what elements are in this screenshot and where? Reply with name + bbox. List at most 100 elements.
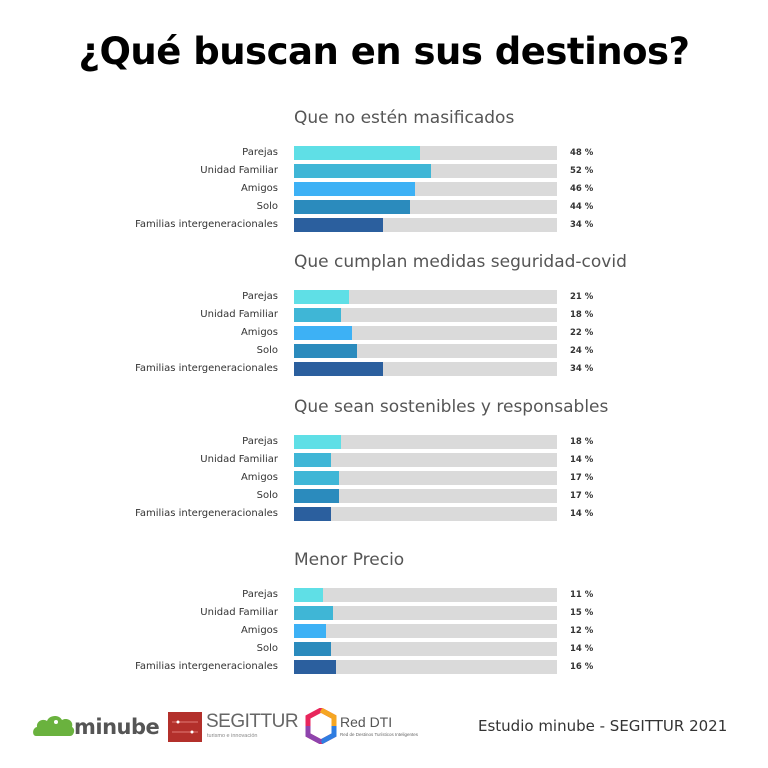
bar (294, 200, 410, 214)
category-label: Parejas (242, 147, 278, 158)
bar-row: Solo 24 % (0, 344, 768, 358)
category-label: Unidad Familiar (200, 607, 278, 618)
bar (294, 471, 339, 485)
bar-track (294, 326, 557, 340)
bar-track (294, 435, 557, 449)
value-label: 11 % (570, 590, 594, 600)
chart-title: Menor Precio (294, 550, 405, 570)
bar (294, 290, 350, 304)
bar (294, 308, 342, 322)
bar-row: Familias intergeneracionales 34 % (0, 218, 768, 232)
category-label: Familias intergeneracionales (135, 508, 278, 519)
bar-row: Amigos 17 % (0, 471, 768, 485)
bar-track (294, 200, 557, 214)
bar-track (294, 624, 557, 638)
segittur-emblem-icon (168, 712, 202, 742)
value-label: 14 % (570, 644, 594, 654)
value-label: 14 % (570, 455, 594, 465)
chart-title: Que sean sostenibles y responsables (294, 397, 609, 417)
category-label: Familias intergeneracionales (135, 661, 278, 672)
bar-track (294, 290, 557, 304)
chart-section: Menor Precio Parejas 11 % Unidad Familiar 15… (0, 550, 768, 680)
bar (294, 164, 431, 178)
category-label: Solo (256, 490, 278, 501)
bar-track (294, 660, 557, 674)
bar (294, 435, 342, 449)
reddti-hexagon-icon (305, 708, 337, 744)
value-label: 21 % (570, 292, 594, 302)
category-label: Unidad Familiar (200, 309, 278, 320)
value-label: 34 % (570, 364, 594, 374)
bar (294, 660, 337, 674)
bar-row: Parejas 18 % (0, 435, 768, 449)
bar-track (294, 344, 557, 358)
category-label: Familias intergeneracionales (135, 363, 278, 374)
chart-section: Que cumplan medidas seguridad-covid Parej… (0, 252, 768, 382)
value-label: 14 % (570, 509, 594, 519)
bar-track (294, 471, 557, 485)
bar-row: Unidad Familiar 14 % (0, 453, 768, 467)
value-label: 17 % (570, 473, 594, 483)
category-label: Solo (256, 201, 278, 212)
bar (294, 182, 415, 196)
bar-row: Solo 17 % (0, 489, 768, 503)
page-title: ¿Qué buscan en sus destinos? (78, 30, 690, 73)
value-label: 16 % (570, 662, 594, 672)
category-label: Amigos (240, 472, 278, 483)
footer: minube SEGITTUR turismo e innovación Red… (0, 700, 768, 755)
bar (294, 146, 421, 160)
bar-track (294, 642, 557, 656)
minube-wordmark: minube (74, 715, 160, 739)
category-label: Parejas (242, 589, 278, 600)
bar (294, 588, 323, 602)
category-label: Amigos (240, 327, 278, 338)
bar (294, 344, 358, 358)
value-label: 44 % (570, 202, 594, 212)
value-label: 46 % (570, 184, 594, 194)
minube-logo: minube (32, 710, 160, 744)
bar-row: Solo 14 % (0, 642, 768, 656)
bar-track (294, 308, 557, 322)
bar-row: Familias intergeneracionales 14 % (0, 507, 768, 521)
category-label: Familias intergeneracionales (135, 219, 278, 230)
bar (294, 624, 326, 638)
bar-track (294, 606, 557, 620)
value-label: 12 % (570, 626, 594, 636)
bar-row: Parejas 11 % (0, 588, 768, 602)
bar-track (294, 453, 557, 467)
bar (294, 507, 331, 521)
value-label: 52 % (570, 166, 594, 176)
bar-track (294, 182, 557, 196)
bar-row: Familias intergeneracionales 34 % (0, 362, 768, 376)
bar (294, 453, 331, 467)
chart-title: Que cumplan medidas seguridad-covid (294, 252, 627, 272)
bar (294, 218, 384, 232)
bar-track (294, 588, 557, 602)
bar-row: Amigos 46 % (0, 182, 768, 196)
bar (294, 362, 384, 376)
value-label: 24 % (570, 346, 594, 356)
category-label: Amigos (240, 183, 278, 194)
bar (294, 606, 334, 620)
segittur-wordmark: SEGITTUR (206, 711, 299, 732)
bar-row: Unidad Familiar 18 % (0, 308, 768, 322)
study-credit: Estudio minube - SEGITTUR 2021 (478, 717, 728, 735)
bar-row: Amigos 12 % (0, 624, 768, 638)
reddti-logo: Red DTI Red de Destinos Turísticos Intel… (305, 708, 445, 746)
bar-row: Parejas 48 % (0, 146, 768, 160)
category-label: Unidad Familiar (200, 454, 278, 465)
bar-row: Solo 44 % (0, 200, 768, 214)
value-label: 18 % (570, 437, 594, 447)
bar-row: Amigos 22 % (0, 326, 768, 340)
value-label: 48 % (570, 148, 594, 158)
chart-title: Que no estén masificados (294, 108, 515, 128)
segittur-tagline: turismo e innovación (207, 733, 258, 739)
category-label: Solo (256, 643, 278, 654)
bar-track (294, 362, 557, 376)
segittur-logo: SEGITTUR turismo e innovación (168, 710, 299, 744)
reddti-tagline: Red de Destinos Turísticos Inteligentes (340, 732, 419, 737)
bar (294, 326, 352, 340)
chart-section: Que sean sostenibles y responsables Parej… (0, 397, 768, 527)
bar (294, 489, 339, 503)
bar-row: Familias intergeneracionales 16 % (0, 660, 768, 674)
